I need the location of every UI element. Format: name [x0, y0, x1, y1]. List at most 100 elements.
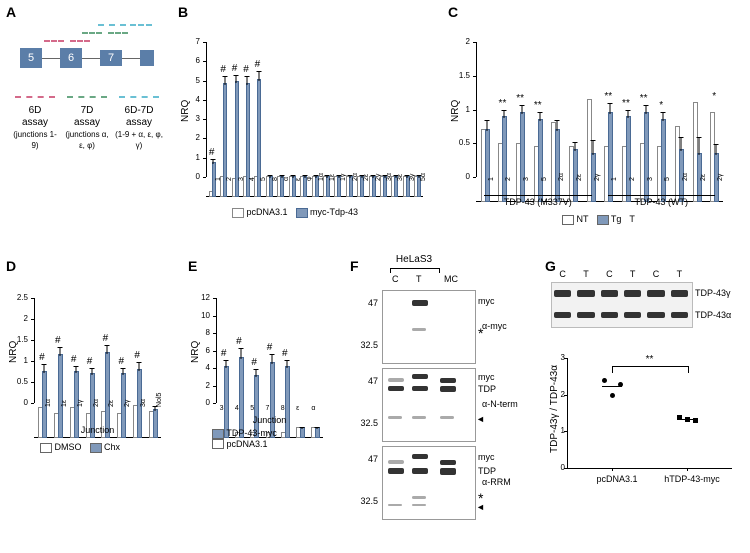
- gel-band: [647, 312, 664, 318]
- primer-6d7d-rev: [130, 24, 152, 26]
- xtick: 1α: [45, 399, 52, 407]
- bar: [626, 116, 631, 202]
- ytick: 2: [448, 37, 470, 46]
- xtick: 2α: [682, 173, 689, 181]
- xtick: 3: [220, 405, 224, 412]
- sig-marker: **: [516, 93, 524, 104]
- blot-band: [388, 378, 404, 382]
- gel-lane-label: C: [554, 269, 571, 279]
- blot-band: [388, 416, 402, 419]
- xtick: 3: [647, 177, 654, 181]
- group-label: TDP-43 (WT): [600, 195, 724, 207]
- mw-label: 32.5: [354, 496, 378, 506]
- gel-band: [601, 312, 618, 318]
- sig-marker: #: [103, 333, 109, 344]
- blot-frame: [382, 446, 476, 520]
- sig-marker: #: [282, 348, 288, 359]
- gel-band: [601, 290, 618, 297]
- bar: [485, 129, 490, 202]
- sig-marker: #: [267, 342, 273, 353]
- bar: [270, 362, 275, 438]
- ytick: 0: [188, 398, 210, 407]
- blot-band: [440, 386, 456, 392]
- ytick: 8: [188, 328, 210, 337]
- sig-marker: **: [499, 98, 507, 109]
- blot-band: [412, 468, 428, 474]
- antibody-label: α-N-term: [482, 399, 518, 409]
- sig-marker: **: [622, 98, 630, 109]
- lane-label: MC: [444, 274, 458, 284]
- band-label: myc: [478, 372, 495, 382]
- gel-band: [671, 312, 688, 318]
- gel-band: [647, 290, 664, 297]
- scatter-point: [602, 378, 607, 383]
- xtick: 2γ: [594, 174, 601, 181]
- sig-marker: **: [604, 91, 612, 102]
- ytick: 0: [543, 463, 565, 472]
- xtick: 2ε: [108, 400, 115, 407]
- sig-marker: #: [55, 335, 61, 346]
- assay-dash-2: [119, 96, 159, 98]
- sig-marker: #: [209, 147, 215, 158]
- arrow-marker: ◄: [476, 502, 485, 512]
- mw-label: 32.5: [354, 418, 378, 428]
- gel-band: [624, 290, 641, 297]
- antibody-label: α-RRM: [482, 477, 511, 487]
- sig-marker: **: [534, 100, 542, 111]
- gel-lane-label: T: [671, 269, 688, 279]
- ylabel: NRQ: [180, 99, 191, 121]
- blot-band: [388, 504, 402, 506]
- ytick: 3: [543, 353, 565, 362]
- gel-band: [554, 312, 571, 318]
- blot-band: [440, 468, 456, 475]
- asterisk-marker: *: [478, 325, 483, 341]
- exon-7: 7: [100, 50, 122, 66]
- band-label: myc: [478, 296, 495, 306]
- median-line: [677, 419, 697, 420]
- group-label: TDP-43 (M337V): [476, 195, 600, 207]
- ytick: 2: [178, 133, 200, 142]
- primer-6d-fwd: [44, 40, 64, 42]
- ytick: 0: [178, 172, 200, 181]
- xtick: 1: [488, 177, 495, 181]
- sig-marker: #: [134, 350, 140, 361]
- blot-band: [412, 374, 428, 379]
- sig-marker: **: [646, 354, 654, 365]
- xtick: 5: [250, 405, 254, 412]
- bar: [502, 116, 507, 202]
- xtick: 2ε: [700, 174, 707, 181]
- sig-marker: *: [659, 100, 663, 111]
- scatter-point: [610, 393, 615, 398]
- bar: [661, 119, 666, 202]
- xtick: 2: [505, 177, 512, 181]
- xtick: 5: [664, 177, 671, 181]
- ylabel: NRQ: [8, 340, 19, 362]
- xtitle: Junction: [34, 425, 161, 435]
- bar: [608, 112, 613, 202]
- primer-6d7d-fwd: [98, 24, 126, 26]
- bar: [538, 119, 543, 202]
- exon-6: 6: [60, 48, 82, 68]
- sig-marker: #: [251, 357, 257, 368]
- sig-marker: #: [119, 356, 125, 367]
- panel-e-chart: 024681012NRQ3#4#5#7#8#εαJunction TDP-43-…: [188, 268, 338, 458]
- mw-label: 47: [354, 376, 378, 386]
- ylabel: NRQ: [190, 340, 201, 362]
- band-label: TDP: [478, 384, 496, 394]
- ytick: 0.5: [448, 138, 470, 147]
- ytick: 12: [188, 293, 210, 302]
- xtick: 3: [523, 177, 530, 181]
- xtick: 1γ: [77, 400, 84, 407]
- xtick: 2γ: [717, 174, 724, 181]
- assay-dash-0: [15, 96, 55, 98]
- ylabel: NRQ: [450, 99, 461, 121]
- blot-band: [412, 504, 426, 506]
- ytick: 4: [188, 363, 210, 372]
- sig-marker: #: [232, 63, 238, 74]
- blot-band: [388, 468, 404, 474]
- xtick: 8: [281, 405, 285, 412]
- hela-title: HeLaS3: [390, 254, 438, 265]
- gel-band: [554, 290, 571, 297]
- mw-label: 47: [354, 454, 378, 464]
- median-line: [602, 386, 622, 387]
